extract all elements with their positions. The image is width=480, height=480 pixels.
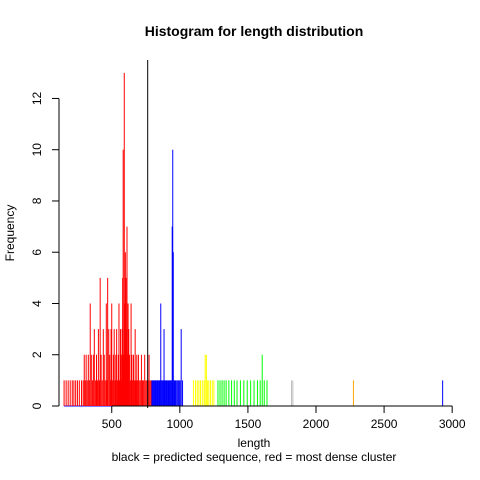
y-axis-label: Frequency (3, 205, 17, 262)
y-tick-label: 0 (30, 402, 44, 409)
x-tick-label: 3000 (439, 417, 466, 431)
x-tick-label: 1500 (235, 417, 262, 431)
x-tick-label: 2500 (371, 417, 398, 431)
x-axis-label: length (238, 436, 271, 450)
y-tick-label: 6 (30, 249, 44, 256)
y-tick-label: 2 (30, 351, 44, 358)
y-axis: 0 2 4 6 8 10 12 (30, 91, 60, 409)
y-tick-label: 10 (30, 143, 44, 157)
x-tick-label: 2000 (303, 417, 330, 431)
y-tick-label: 12 (30, 91, 44, 105)
x-axis: 500 1000 1500 2000 2500 3000 (102, 405, 466, 431)
subtitle: black = predicted sequence, red = most d… (112, 450, 397, 464)
bars-layer (63, 72, 444, 407)
x-tick-label: 500 (102, 417, 122, 431)
x-tick-label: 1000 (166, 417, 193, 431)
y-tick-label: 8 (30, 197, 44, 204)
y-tick-label: 4 (30, 300, 44, 307)
chart-title: Histogram for length distribution (145, 23, 364, 39)
